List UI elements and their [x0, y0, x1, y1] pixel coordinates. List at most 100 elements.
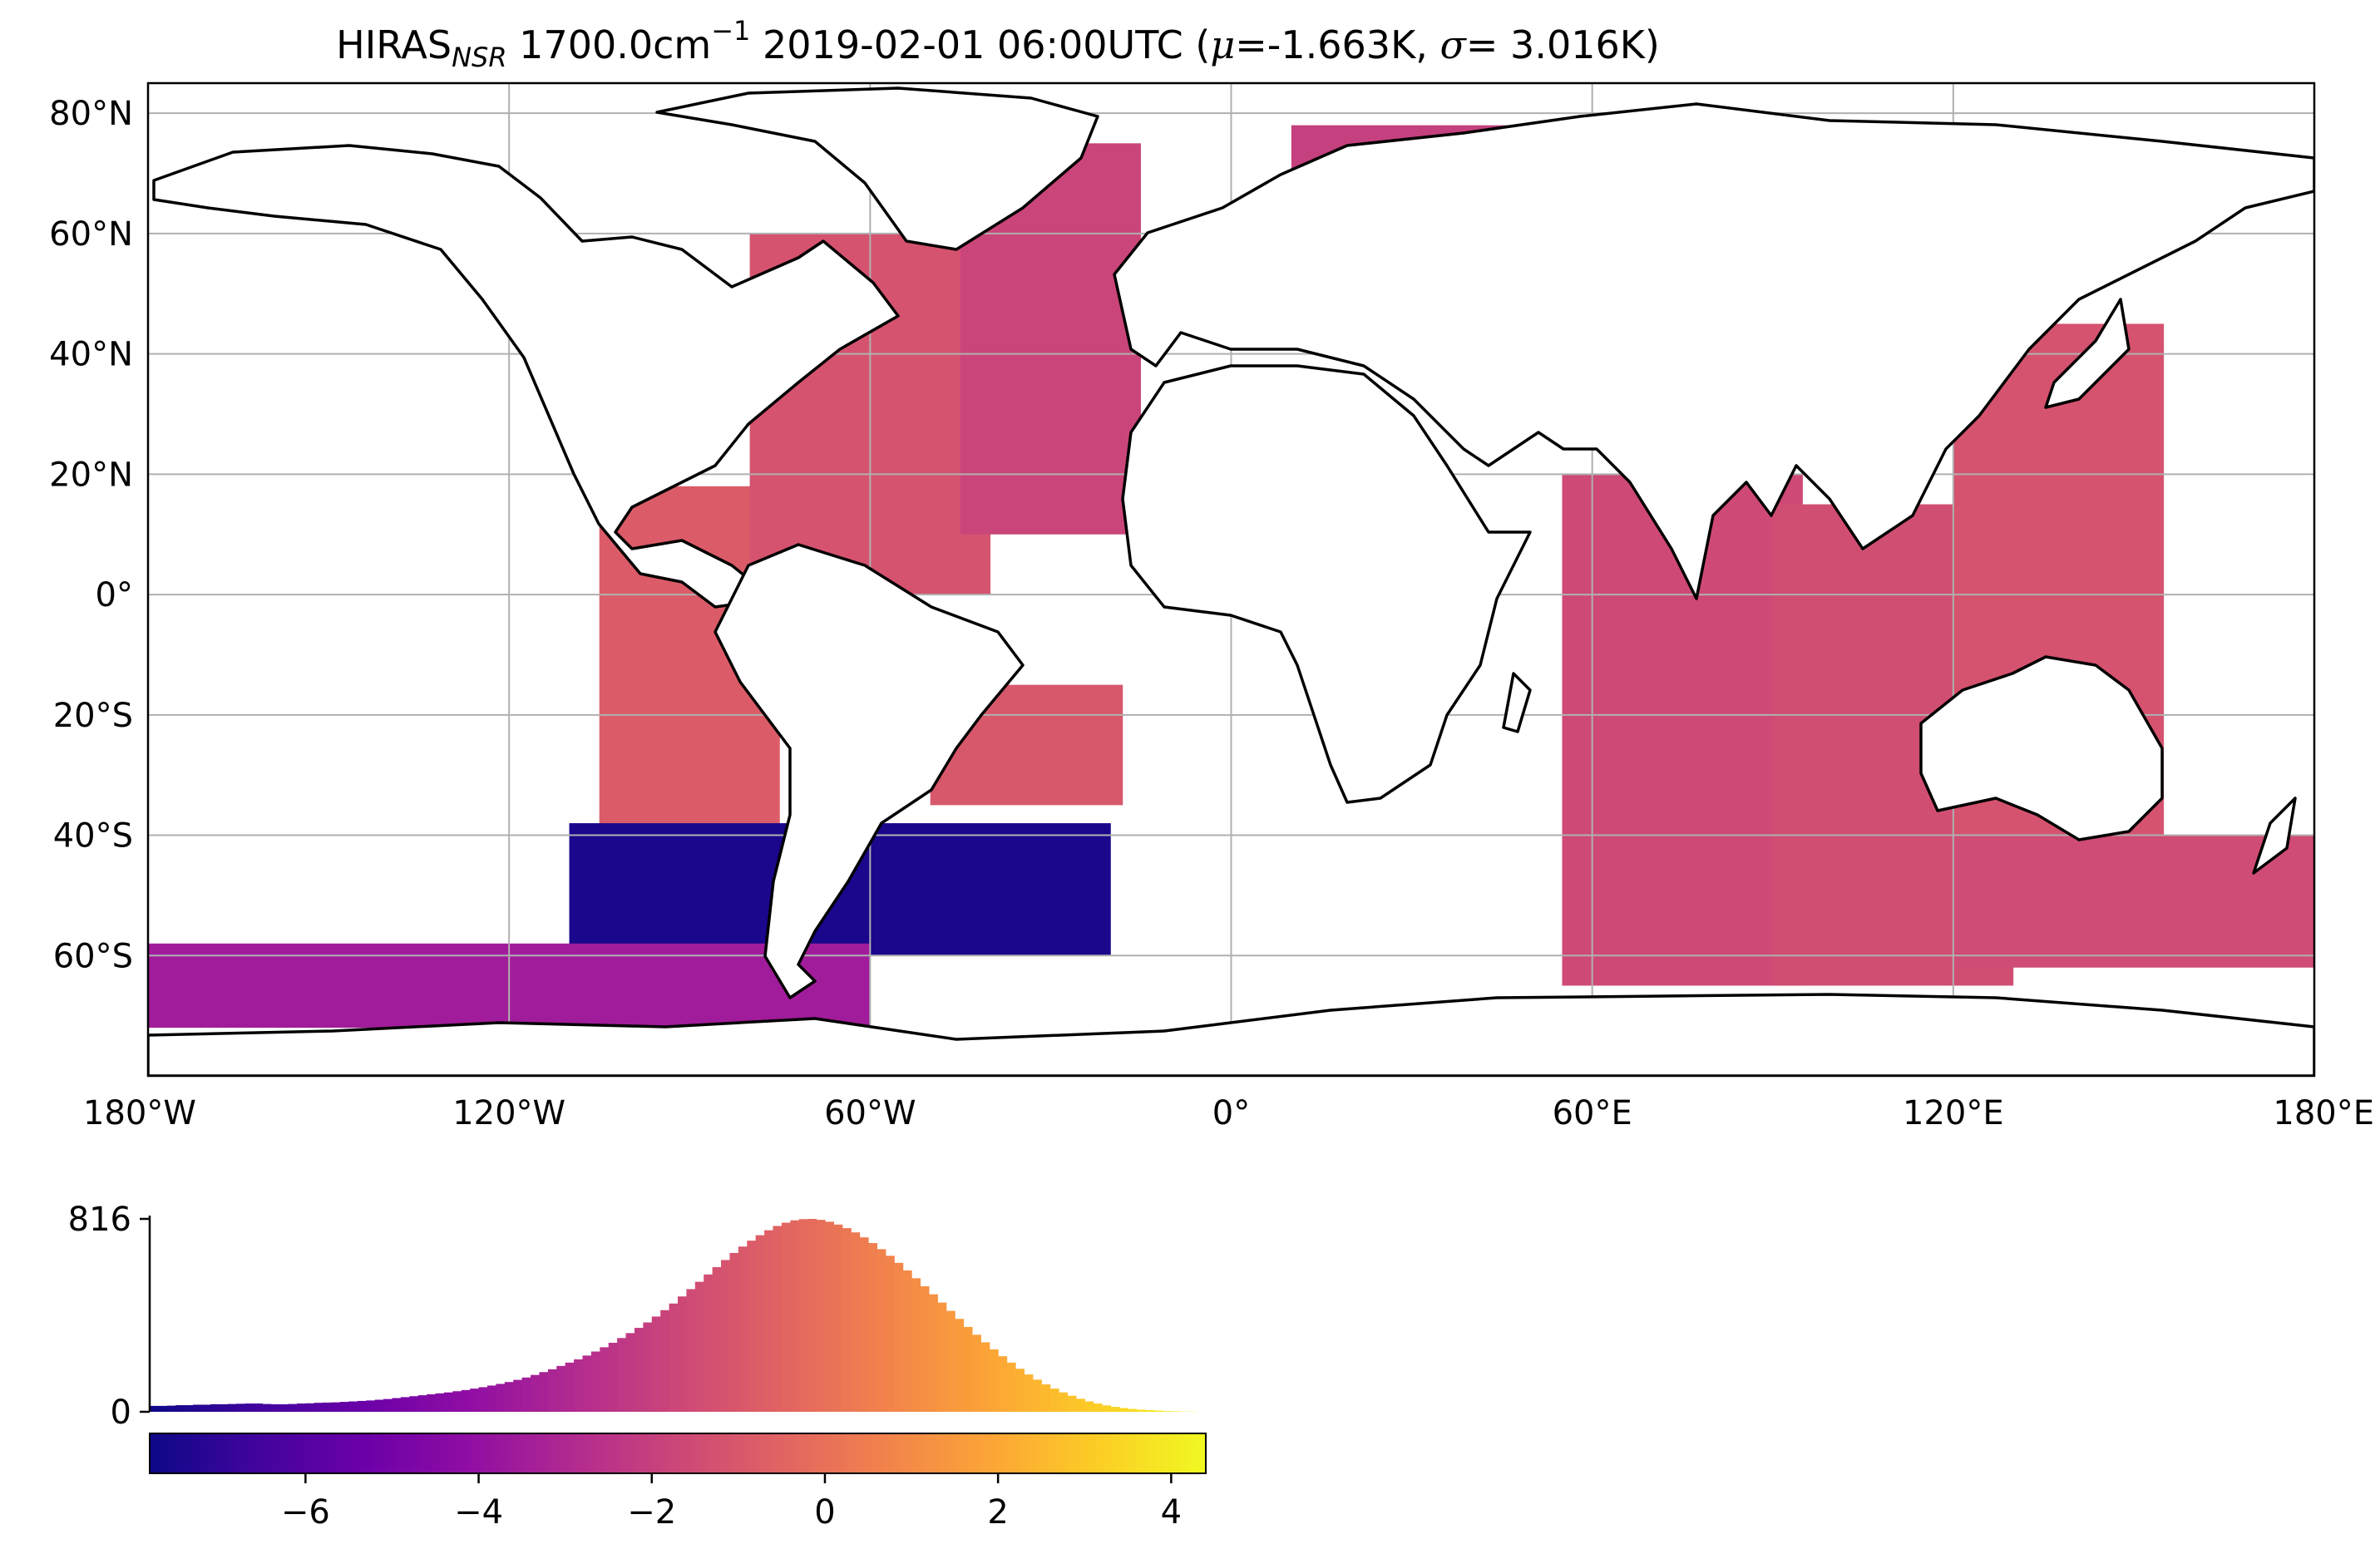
histogram-y-tick-label-0: 0	[111, 1394, 131, 1432]
histogram-bar	[452, 1391, 462, 1412]
y-tick-label-3: 20°N	[49, 456, 133, 494]
histogram-bar	[496, 1384, 506, 1412]
colorbar-tick-label-1: −4	[454, 1493, 503, 1532]
histogram-bar	[712, 1267, 722, 1412]
histogram-bar	[617, 1338, 627, 1412]
histogram-bar	[184, 1405, 194, 1412]
antarctica-outline	[148, 993, 2314, 1076]
title-sigma-value: = 3.016K)	[1465, 22, 1660, 67]
histogram-bar	[1171, 1411, 1181, 1412]
histogram-bar	[764, 1230, 774, 1412]
title-mu-symbol: μ	[1210, 22, 1236, 67]
histogram-bar	[1024, 1374, 1034, 1412]
histogram-bar	[600, 1347, 610, 1412]
title-wavenumber-exponent: −1	[711, 15, 751, 47]
histogram-bar	[374, 1399, 384, 1412]
x-tick-label-1: 120°W	[452, 1094, 565, 1132]
histogram-bar	[660, 1310, 670, 1412]
histogram-bar	[1162, 1411, 1172, 1412]
histogram-bar	[262, 1403, 272, 1412]
histogram-bar	[236, 1403, 246, 1412]
new-zealand-outline	[2252, 797, 2297, 875]
histogram-bar	[686, 1289, 696, 1412]
y-tick-label-2: 40°N	[49, 336, 133, 374]
title-mu-value: =-1.663K,	[1235, 22, 1428, 67]
colorbar-gradient	[149, 1433, 1207, 1474]
histogram-bar	[435, 1393, 445, 1412]
histogram-bar	[150, 1405, 160, 1412]
histogram-bar	[470, 1389, 480, 1412]
histogram-bar	[1110, 1407, 1120, 1412]
histogram-bar	[1084, 1401, 1094, 1412]
x-tick-label-5: 120°E	[1903, 1094, 2004, 1132]
histogram-bar	[565, 1362, 575, 1412]
histogram-bar	[219, 1403, 229, 1412]
coastlines	[148, 86, 2314, 1076]
greenland-outline	[655, 86, 1099, 251]
histogram-y-tick-label-1: 816	[68, 1201, 131, 1239]
histogram-bar	[590, 1351, 600, 1412]
histogram-bar	[1136, 1409, 1146, 1412]
histogram-bar	[1102, 1405, 1112, 1412]
histogram-bar	[504, 1382, 514, 1412]
histogram-bar	[798, 1219, 808, 1412]
histogram-bar	[270, 1403, 280, 1412]
histogram-bar	[323, 1402, 333, 1412]
histogram-bar	[227, 1403, 237, 1412]
y-tick-label-6: 40°S	[53, 817, 133, 856]
histogram-bar	[1093, 1403, 1103, 1412]
colorbar-tick-label-3: 0	[814, 1493, 835, 1532]
histogram-bar	[427, 1394, 437, 1412]
histogram-bar	[842, 1228, 852, 1412]
histogram-bar	[314, 1403, 323, 1412]
histogram-bar	[175, 1405, 185, 1412]
histogram-bar	[851, 1232, 861, 1412]
histogram-bar	[721, 1260, 731, 1412]
south-america-outline	[714, 543, 1025, 999]
x-tick-label-6: 180°E	[2273, 1094, 2374, 1132]
histogram-bar	[1015, 1369, 1025, 1412]
histogram-bar	[824, 1221, 834, 1412]
madagascar-outline	[1502, 672, 1532, 733]
histogram-bar	[357, 1400, 367, 1412]
histogram-bar	[478, 1387, 488, 1412]
title-instrument: HIRAS	[336, 22, 452, 67]
global-map: 180°W 120°W 60°W 0° 60°E 120°E 180°E 80°N 60°N 40…	[49, 81, 2374, 1132]
histogram-bar	[547, 1369, 557, 1412]
histogram-bar	[340, 1402, 350, 1412]
histogram-bar	[980, 1342, 990, 1412]
histogram-bar	[807, 1219, 817, 1412]
histogram-bar	[244, 1403, 254, 1412]
histogram-bar	[531, 1374, 541, 1412]
histogram-bar	[1145, 1410, 1155, 1412]
histogram-bar	[885, 1255, 895, 1412]
y-tick-label-1: 60°N	[49, 215, 133, 254]
histogram-bar	[755, 1235, 765, 1412]
histogram-bar	[253, 1403, 263, 1412]
histogram-bar	[193, 1404, 203, 1412]
histogram-bar	[738, 1246, 748, 1412]
title-sigma-symbol: σ	[1439, 22, 1466, 67]
histogram-bar	[1049, 1389, 1059, 1412]
y-tick-label-5: 20°S	[53, 697, 133, 735]
histogram-bar	[669, 1303, 679, 1412]
histogram-bar	[366, 1400, 376, 1412]
histogram-bar	[1006, 1362, 1016, 1412]
histogram-bar	[556, 1365, 566, 1412]
histogram-bar	[400, 1397, 410, 1412]
eurasia-outline	[1113, 102, 2314, 600]
histogram-bar	[816, 1220, 826, 1412]
histogram-bar	[946, 1310, 955, 1412]
title-open-paren: (	[1195, 22, 1211, 67]
histogram-bar	[210, 1403, 220, 1412]
histogram-bar	[989, 1349, 999, 1412]
histogram-bar	[773, 1226, 783, 1412]
histogram-bar	[383, 1398, 393, 1412]
histogram-bar	[1128, 1408, 1138, 1412]
histogram-bar	[781, 1222, 791, 1412]
histogram-bar	[643, 1322, 653, 1412]
histogram-bar	[911, 1278, 921, 1412]
title-wavenumber: 1700.0cm	[519, 22, 712, 67]
australia-outline	[1919, 655, 2164, 841]
histogram-bar	[998, 1356, 1008, 1412]
